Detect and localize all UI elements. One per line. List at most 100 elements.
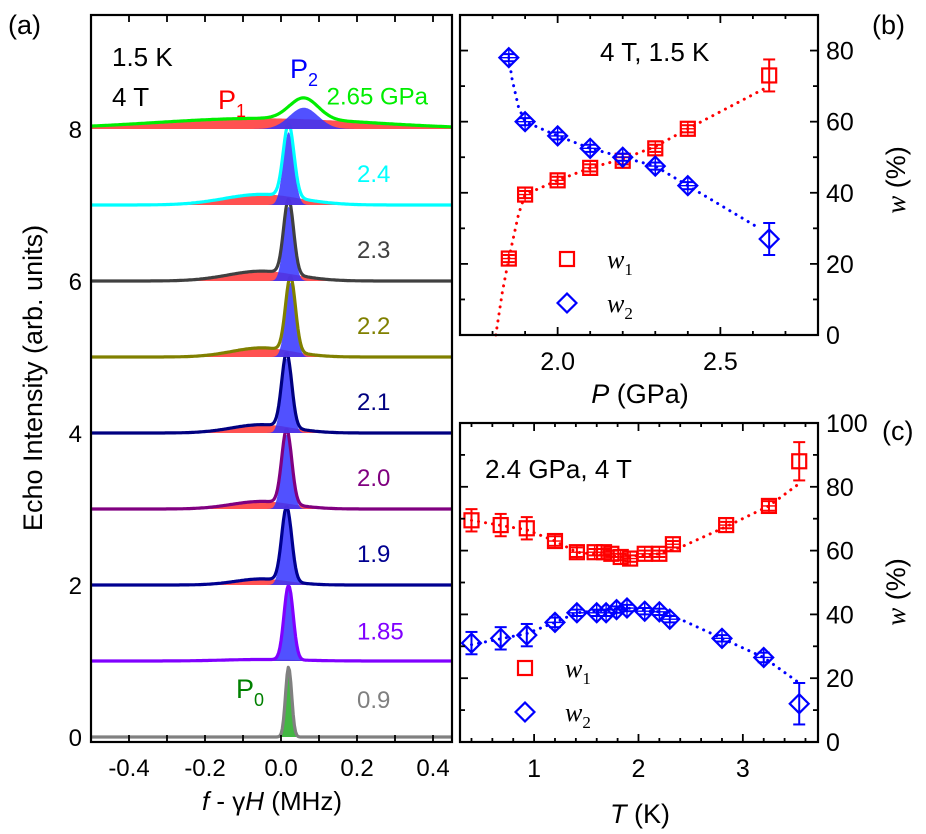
- spectrum-trace: [90, 583, 453, 663]
- legend-item-w1: w1: [516, 654, 591, 688]
- spectrum-line: [90, 427, 453, 511]
- spectrum-trace: [90, 122, 453, 207]
- pressure-label: 2.65 GPa: [327, 84, 429, 111]
- data-point: [514, 110, 537, 133]
- diamond-marker-icon: [489, 627, 512, 650]
- diamond-marker-icon: [513, 700, 537, 724]
- panel-c-annotation: 2.4 GPa, 4 T: [485, 454, 632, 484]
- pressure-label: 2.2: [357, 313, 390, 340]
- p1-component-fill: [91, 347, 452, 357]
- panel-b-label: (b): [872, 10, 905, 40]
- pressure-label: 1.9: [357, 541, 390, 568]
- spectrum-trace: [90, 275, 453, 359]
- series-w1: [494, 58, 778, 337]
- panel-b-data: [494, 46, 781, 337]
- x-tick-label: 3: [736, 755, 750, 783]
- y-tick-label: 20: [826, 251, 854, 279]
- square-marker-icon: [492, 516, 509, 534]
- spectrum-trace: [90, 665, 453, 739]
- spectrum-trace: [90, 96, 453, 129]
- svg-text:P0: P0: [236, 674, 264, 710]
- trace-pressure-labels: 0.9 1.85 1.9 2.0 2.1 2.2 2.3 2.4 2.65 GPa: [327, 84, 429, 714]
- data-point: [648, 600, 671, 623]
- y-tick-label: 2: [69, 573, 82, 600]
- y-tick-label: 20: [826, 665, 854, 693]
- data-point: [615, 597, 639, 620]
- pressure-label: 1.85: [357, 619, 404, 646]
- data-point: [546, 124, 569, 147]
- spectrum-trace: [90, 427, 453, 511]
- x-tick-label: -0.2: [184, 755, 225, 782]
- pressure-label: 0.9: [357, 687, 390, 714]
- y-tick-label: 40: [826, 180, 854, 208]
- data-point: [500, 250, 517, 267]
- data-point: [636, 545, 653, 562]
- panel-c-y-axis-label: w (%): [881, 558, 911, 626]
- data-point: [760, 497, 778, 515]
- p1-component-fill: [91, 194, 452, 205]
- panel-b-y-axis-label: w (%): [881, 146, 911, 214]
- diamond-marker-icon: [788, 692, 811, 715]
- p1-component-fill: [91, 424, 452, 433]
- data-point: [549, 172, 566, 189]
- svg-text:P2: P2: [290, 54, 318, 90]
- p0-component-fill: [91, 667, 452, 737]
- p1-component-fill: [91, 271, 452, 281]
- data-point: [791, 441, 808, 482]
- y-tick-label: 6: [69, 269, 82, 296]
- data-point: [758, 222, 781, 256]
- data-point: [492, 512, 509, 538]
- data-point: [788, 681, 811, 726]
- x-tick-label: 2: [632, 755, 646, 783]
- data-point: [565, 601, 588, 624]
- svg-text:w1: w1: [607, 245, 633, 279]
- p2-component-fill: [91, 358, 452, 433]
- guide-line: [469, 606, 801, 685]
- svg-text:w2: w2: [565, 698, 591, 732]
- pressure-label: 2.3: [357, 237, 390, 264]
- pressure-label: 2.4: [357, 161, 390, 188]
- panel-a-ticks: -0.4 -0.2 0.0 0.2 0.4 0 2 4 6 8: [69, 15, 450, 782]
- data-point: [647, 140, 664, 157]
- spectrum-trace: [90, 197, 453, 283]
- diamond-marker-icon: [758, 227, 781, 251]
- legend-item-w1: w1: [558, 245, 633, 279]
- p1-component-fill: [91, 578, 452, 585]
- panel-b-x-axis-label: P (GPa): [591, 379, 689, 409]
- x-tick-label: 1: [527, 755, 541, 783]
- series-w2: [497, 46, 781, 256]
- data-point: [518, 516, 535, 541]
- series-w2: [460, 597, 811, 726]
- data-point: [579, 137, 602, 160]
- diamond-marker-icon: [515, 624, 538, 647]
- spectrum-line: [90, 122, 453, 207]
- x-axis-label: f - γH (MHz): [202, 786, 342, 816]
- p2-component-fill: [91, 282, 452, 357]
- svg-text:w1: w1: [565, 654, 591, 688]
- data-point: [460, 630, 483, 656]
- diamond-marker-icon: [676, 174, 699, 197]
- guide-line: [494, 84, 771, 337]
- data-point: [546, 532, 564, 550]
- panel-a-label: (a): [8, 10, 41, 40]
- y-tick-label: 60: [826, 538, 854, 566]
- diamond-marker-icon: [514, 110, 537, 133]
- spectrum-line: [90, 96, 453, 129]
- field-annotation: 4 T: [112, 82, 149, 112]
- temperature-annotation: 1.5 K: [112, 42, 173, 72]
- diamond-marker-icon: [497, 46, 520, 69]
- guide-line: [469, 482, 801, 559]
- data-point: [612, 548, 629, 566]
- y-tick-label: 80: [826, 38, 854, 66]
- data-point: [664, 536, 682, 553]
- data-point: [568, 544, 585, 561]
- panel-c-ticks: 1 2 3 0 20 40 60 80 100: [460, 410, 868, 783]
- data-point: [658, 608, 681, 631]
- y-tick-label: 0: [826, 729, 840, 757]
- spectrum-line: [90, 583, 453, 663]
- y-tick-label: 0: [826, 322, 840, 350]
- data-point: [676, 174, 699, 197]
- x-tick-label: 0.2: [340, 755, 373, 782]
